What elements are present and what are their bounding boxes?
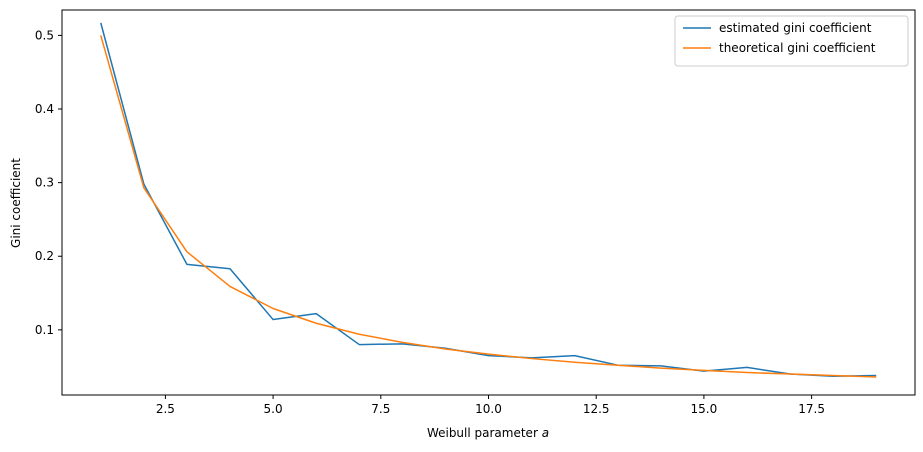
series-layer: [100, 22, 877, 378]
legend-label-theoretical: theoretical gini coefficient: [719, 41, 876, 55]
x-axis-label: Weibull parameter a: [427, 426, 549, 440]
plot-area: [61, 9, 916, 396]
y-axis-ticks: 0.1 0.2 0.3 0.4 0.5: [35, 28, 62, 337]
x-tick-label: 15.0: [691, 402, 718, 416]
x-tick-label: 10.0: [475, 402, 502, 416]
x-tick-label: 2.5: [156, 402, 175, 416]
x-axis-label-text: Weibull parameter: [427, 426, 542, 440]
legend: estimated gini coefficient theoretical g…: [674, 15, 909, 67]
legend-label-estimated: estimated gini coefficient: [719, 21, 872, 35]
x-axis-label-italic: a: [542, 426, 549, 440]
x-tick-label: 17.5: [798, 402, 825, 416]
y-tick-label: 0.1: [35, 323, 54, 337]
y-tick-label: 0.4: [35, 102, 54, 116]
x-tick-label: 5.0: [264, 402, 283, 416]
x-tick-label: 12.5: [583, 402, 610, 416]
y-tick-label: 0.3: [35, 176, 54, 190]
y-axis-label: Gini coefficient: [9, 158, 23, 248]
x-tick-label: 7.5: [371, 402, 390, 416]
x-axis-ticks: 2.5 5.0 7.5 10.0 12.5 15.0 17.5: [156, 395, 825, 416]
legend-box: [674, 15, 909, 67]
y-tick-label: 0.5: [35, 28, 54, 42]
y-tick-label: 0.2: [35, 249, 54, 263]
plot-frame: [61, 9, 916, 396]
series-line-estimated: [100, 22, 877, 377]
series-line-theoretical: [100, 35, 877, 378]
